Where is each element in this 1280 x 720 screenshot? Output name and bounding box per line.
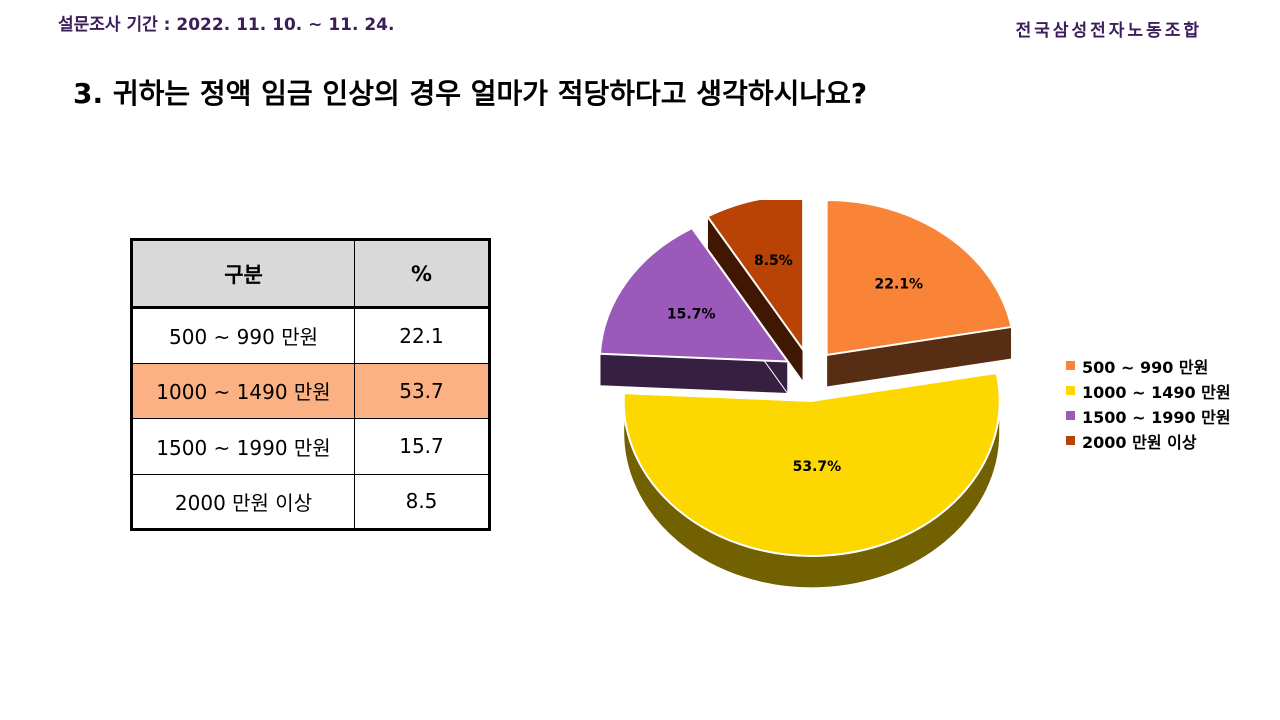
chart-legend: 500 ~ 990 만원 1000 ~ 1490 만원 1500 ~ 1990 … [1066, 353, 1231, 453]
table-row: 1500 ~ 1990 만원 15.7 [130, 418, 490, 475]
legend-label: 1500 ~ 1990 만원 [1082, 407, 1231, 427]
table-row-highlighted: 1000 ~ 1490 만원 53.7 [130, 362, 490, 419]
data-table: 구분 % 500 ~ 990 만원 22.1 1000 ~ 1490 만원 53… [130, 238, 491, 531]
table-cell-label: 1500 ~ 1990 만원 [130, 418, 356, 475]
pie-slice [622, 371, 1001, 557]
table-cell-value: 53.7 [354, 362, 490, 419]
pie-tops [598, 200, 1013, 557]
legend-item: 500 ~ 990 만원 [1066, 353, 1231, 378]
table-cell-label: 2000 만원 이상 [130, 473, 356, 530]
pie-data-label: 8.5% [754, 253, 793, 269]
legend-swatch [1066, 361, 1075, 370]
table-header-row: 구분 % [130, 239, 490, 309]
table-cell-value: 22.1 [354, 307, 490, 364]
legend-swatch [1066, 411, 1075, 420]
table-cell-label: 1000 ~ 1490 만원 [130, 362, 356, 419]
legend-item: 1000 ~ 1490 만원 [1066, 378, 1231, 403]
table-header-category: 구분 [130, 239, 356, 309]
pie-labels: 22.1% 53.7% 15.7% 8.5% [667, 253, 923, 475]
survey-period: 설문조사 기간 : 2022. 11. 10. ~ 11. 24. [58, 15, 395, 35]
table-row: 2000 만원 이상 8.5 [130, 473, 490, 530]
pie-chart: 22.1% 53.7% 15.7% 8.5% [598, 200, 1013, 589]
table-cell-value: 8.5 [354, 473, 490, 530]
table-cell-label: 500 ~ 990 만원 [130, 307, 356, 364]
pie-data-label: 15.7% [667, 306, 716, 322]
legend-label: 500 ~ 990 만원 [1082, 357, 1209, 377]
legend-swatch [1066, 386, 1075, 395]
pie-data-label: 22.1% [875, 277, 924, 293]
table-row: 500 ~ 990 만원 22.1 [130, 307, 490, 364]
table-cell-value: 15.7 [354, 418, 490, 475]
pie-data-label: 53.7% [793, 459, 842, 475]
legend-item: 1500 ~ 1990 만원 [1066, 403, 1231, 428]
organization-name: 전국삼성전자노동조합 [1015, 21, 1202, 41]
legend-item: 2000 만원 이상 [1066, 428, 1231, 453]
pie-slice [598, 226, 790, 363]
legend-swatch [1066, 436, 1075, 445]
pie-slice [705, 200, 805, 354]
table-header-percent: % [354, 239, 490, 309]
legend-label: 1000 ~ 1490 만원 [1082, 382, 1231, 402]
question-title: 3. 귀하는 정액 임금 인상의 경우 얼마가 적당하다고 생각하시나요? [73, 77, 868, 110]
legend-label: 2000 만원 이상 [1082, 432, 1197, 452]
pie-slice [825, 200, 1013, 357]
